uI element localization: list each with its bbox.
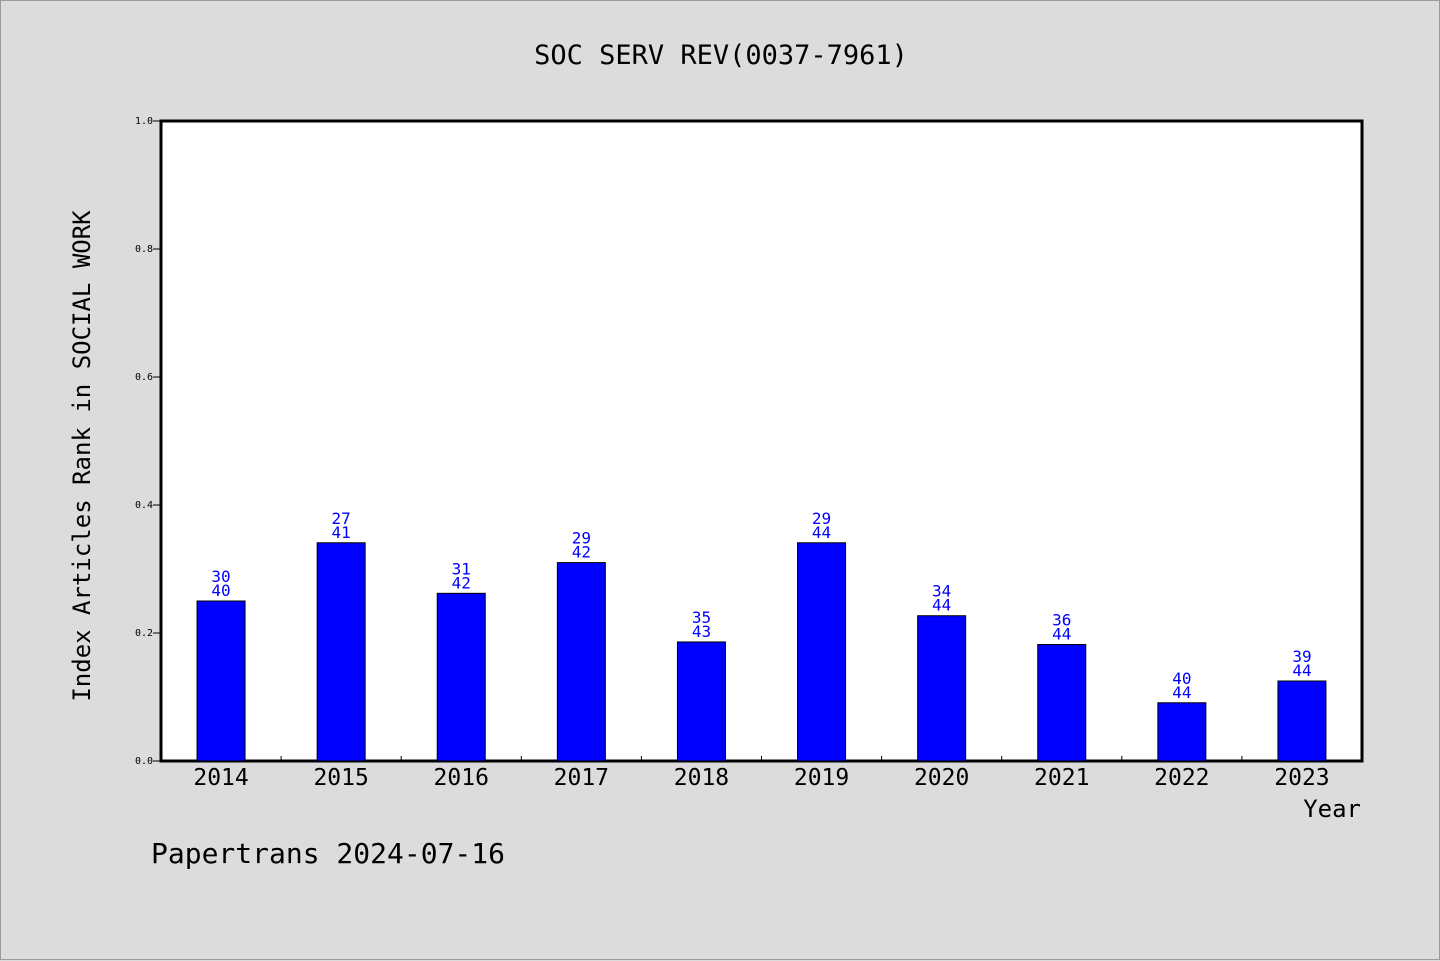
rank-label: 36 (1052, 611, 1071, 630)
y-tick-label: 0.6 (135, 372, 153, 383)
bar-2015 (316, 542, 366, 762)
y-tick-label: 0.8 (135, 244, 153, 255)
x-axis: 2014 2015 2016 2017 2018 2019 2020 2021 2022 2023 (193, 756, 1330, 791)
total-label: 40 (211, 581, 230, 600)
x-tick-label: 2020 (914, 765, 969, 791)
x-tick-label: 2018 (674, 765, 729, 791)
rank-label: 29 (812, 509, 831, 528)
y-axis: 0.0 0.2 0.4 0.6 0.8 1.0 (135, 116, 161, 767)
y-tick-label: 1.0 (135, 116, 153, 127)
bars-group (196, 542, 1327, 762)
bar-2023 (1277, 680, 1327, 762)
bar-2022 (1157, 702, 1207, 762)
y-axis-label: Index Articles Rank in SOCIAL WORK (68, 210, 96, 702)
total-label: 44 (1172, 683, 1191, 702)
total-label: 44 (932, 596, 951, 615)
x-tick-label: 2016 (434, 765, 489, 791)
y-tick-label: 0.2 (135, 628, 153, 639)
rank-label: 40 (1172, 669, 1191, 688)
bar-2020 (917, 615, 967, 762)
bar-2021 (1037, 644, 1087, 762)
y-tick-label: 0.0 (135, 756, 153, 767)
total-label: 41 (332, 523, 351, 542)
x-tick-label: 2015 (313, 765, 368, 791)
x-tick-label: 2023 (1274, 765, 1329, 791)
rank-label: 30 (211, 567, 230, 586)
x-axis-label: Year (1303, 795, 1361, 823)
total-label: 44 (812, 523, 831, 542)
bar-2014 (196, 600, 246, 762)
y-tick-label: 0.4 (135, 500, 153, 511)
bar-2018 (676, 641, 726, 762)
chart-title: SOC SERV REV(0037-7961) (534, 40, 908, 71)
rank-label: 39 (1292, 647, 1311, 666)
rank-label: 35 (692, 608, 711, 627)
bar-2016 (436, 592, 486, 762)
x-tick-label: 2022 (1154, 765, 1209, 791)
total-label: 44 (1292, 661, 1311, 680)
total-label: 44 (1052, 625, 1071, 644)
x-tick-label: 2017 (554, 765, 609, 791)
rank-label: 34 (932, 582, 951, 601)
bar-2019 (797, 542, 847, 762)
total-label: 42 (452, 573, 471, 592)
total-label: 42 (572, 543, 591, 562)
x-tick-label: 2014 (193, 765, 248, 791)
rank-label: 29 (572, 529, 591, 548)
rank-label: 31 (452, 559, 471, 578)
rank-label: 27 (332, 509, 351, 528)
total-label: 43 (692, 622, 711, 641)
footer-credit: Papertrans 2024-07-16 (151, 837, 505, 870)
bar-2017 (556, 562, 606, 762)
x-tick-label: 2019 (794, 765, 849, 791)
x-tick-label: 2021 (1034, 765, 1089, 791)
